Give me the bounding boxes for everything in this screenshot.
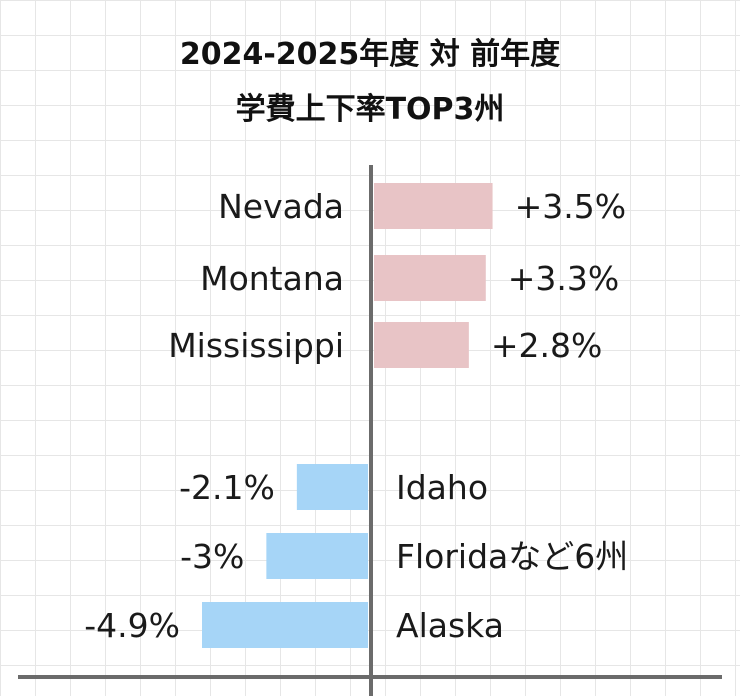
category-label-idaho: Idaho	[396, 468, 488, 507]
bar-idaho	[296, 464, 368, 510]
category-label-montana: Montana	[200, 259, 344, 298]
bar-florida-6	[266, 533, 368, 579]
category-label-nevada: Nevada	[218, 187, 344, 226]
bar-alaska	[202, 602, 368, 648]
value-label-alaska: -4.9%	[84, 606, 180, 645]
chart-title-line-1: 2024-2025年度 対 前年度	[179, 37, 561, 72]
value-label-idaho: -2.1%	[179, 468, 275, 507]
value-label-montana: +3.3%	[508, 259, 619, 298]
category-label-florida-6: Floridaなど6州	[396, 537, 628, 576]
chart-title-line-2: 学費上下率TOP3州	[235, 92, 505, 127]
category-label-alaska: Alaska	[396, 606, 504, 645]
bar-montana	[374, 255, 486, 301]
value-label-mississippi: +2.8%	[491, 326, 603, 365]
bar-mississippi	[374, 322, 469, 368]
value-label-florida-6: -3%	[180, 537, 244, 576]
value-label-nevada: +3.5%	[515, 187, 627, 226]
category-label-mississippi: Mississippi	[168, 326, 344, 365]
bar-nevada	[374, 183, 493, 229]
